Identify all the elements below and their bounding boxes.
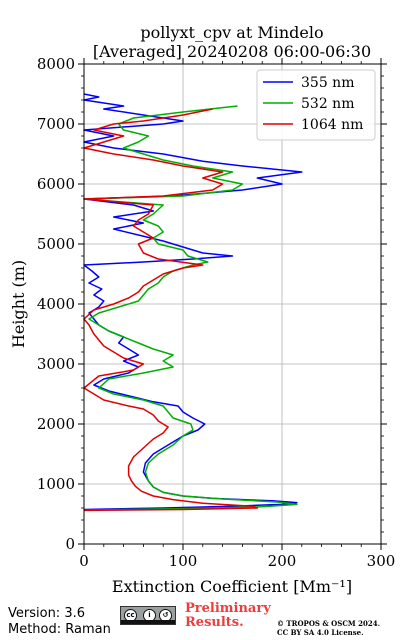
y-tick-label: 8000 [37,55,75,73]
legend: 355 nm 532 nm 1064 nm [256,69,376,141]
y-tick-label: 1000 [37,475,75,493]
y-tick-label: 5000 [37,235,75,253]
legend-box [256,69,376,141]
y-tick-label: 3000 [37,355,75,373]
x-tick-label: 200 [268,552,297,570]
preliminary-notice: Preliminary Results. [185,602,271,630]
version-label: Version: 3.6 [8,606,85,621]
preliminary-line2: Results. [185,615,244,630]
copyright-line2: CC BY SA 4.0 License. [277,628,364,637]
copyright-notice: © TROPOS & OSCM 2024. CC BY SA 4.0 Licen… [277,619,380,637]
chart-title-line1: pollyxt_cpv at Mindelo [140,23,323,42]
plot-lines [83,93,303,512]
method-label: Method: Raman [8,622,111,637]
series-line-355-nm [83,93,303,511]
y-tick-label: 0 [65,535,75,553]
series-line-532-nm [83,105,298,511]
legend-label: 1064 nm [301,117,363,133]
cc-license-badge: cc i ↺ [120,606,176,625]
x-tick-label: 0 [79,552,89,570]
by-icon: i [143,609,156,622]
chart: pollyxt_cpv at Mindelo [Averaged] 202402… [9,23,396,596]
y-tick-label: 2000 [37,415,75,433]
preliminary-line1: Preliminary [185,601,271,616]
copyright-line1: © TROPOS & OSCM 2024. [277,619,381,628]
y-tick-label: 4000 [37,295,75,313]
axis-ticks: 0 100 200 300010002000300040005000600070008… [37,55,396,570]
y-tick-label: 7000 [37,115,75,133]
x-axis-label: Extinction Coefficient [Mm⁻¹] [112,577,352,596]
chart-title-line2: [Averaged] 20240208 06:00-06:30 [93,42,371,61]
y-axis-label: Height (m) [9,260,28,348]
x-tick-label: 300 [367,552,396,570]
x-tick-label: 100 [169,552,198,570]
y-tick-label: 6000 [37,175,75,193]
series-line-1064-nm [83,108,259,512]
legend-label: 532 nm [301,96,354,112]
legend-label: 355 nm [301,75,354,91]
